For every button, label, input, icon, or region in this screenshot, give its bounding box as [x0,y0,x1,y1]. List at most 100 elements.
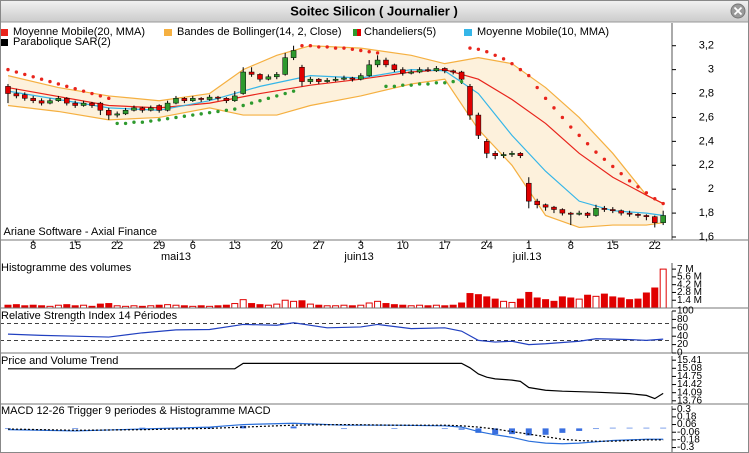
sar-dot [409,83,413,87]
y-tick-label: -0.18 [677,435,700,446]
y-tick-label: 14.42 [677,379,702,390]
sar-dot [459,79,464,84]
volume-bar [273,303,281,309]
candle-body [500,154,507,156]
macd-histogram-bar [576,428,583,431]
sar-dot [451,79,455,84]
macd-histogram-bar [660,427,667,429]
sar-dot [384,84,388,89]
candle-body [274,74,280,78]
sar-dot [14,70,19,74]
candle-body [425,69,431,72]
y-tick-label: 7 M [677,264,694,275]
legend-label: Parabolique SAR(2) [13,36,111,48]
volume-bar [491,298,499,309]
volume-bar [474,294,482,309]
volume-bar [642,292,650,309]
y-tick-label: 0.3 [677,404,691,415]
sar-dot [233,107,237,111]
candle-body [391,64,398,70]
candle-body [290,50,297,58]
volume-bar [382,303,390,309]
close-button[interactable] [730,3,746,19]
sar-dot [342,46,346,50]
x-tick-label: 27 [313,240,325,252]
y-tick-label: 2,8 [699,87,714,99]
sar-dot [627,179,632,183]
sar-dot [359,48,363,53]
volume-bar [466,293,474,309]
y-tick-label: 1,6 [699,231,714,243]
sar-dot [283,91,287,96]
candle-body [492,153,498,156]
macd-histogram-bar [290,426,297,429]
x-tick-label: 6 [190,240,196,252]
y-tick-label: 2,6 [699,111,714,123]
y-tick-label: 3 [708,64,714,76]
x-tick-label: 10 [397,240,409,252]
macd-histogram-bar [592,428,599,430]
y-tick-label: -0.3 [677,442,695,453]
volume-bar [458,302,466,309]
y-tick-label: 0.18 [677,412,697,423]
sar-dot [132,120,136,124]
volume-bar [550,300,558,309]
candle-body [64,98,70,104]
candle-body [475,114,482,136]
sar-dot [81,89,86,93]
candle-body [408,71,414,74]
sar-dot [375,51,380,55]
panel-title: MACD 12-26 Trigger 9 periodes & Histogra… [1,405,271,417]
volume-bar [617,297,625,309]
sar-dot [560,115,565,120]
candle-body [22,94,28,99]
macd-histogram-bar [559,428,566,433]
indicator-line [7,423,664,442]
sar-dot [258,99,262,103]
candle-body [97,102,104,111]
sar-dot [501,57,506,61]
candle-body [551,206,557,210]
sar-dot [535,85,539,90]
legend-label: Chandeliers(5) [364,26,436,38]
x-tick-label: 29 [153,240,165,252]
candle-body [257,74,263,80]
sar-dot [401,83,405,87]
candle-body [559,209,566,214]
sar-dot [115,121,119,126]
y-tick-label: 15.08 [677,363,702,374]
volume-bar [96,303,104,309]
volume-bar [600,293,608,309]
candle-body [139,107,146,111]
x-tick-label: 1 [526,240,532,252]
candle-body [122,110,129,115]
macd-histogram-bar [542,428,549,435]
sar-dot [661,201,665,206]
macd-histogram-bar [4,428,11,430]
panel-frame [0,356,749,404]
candle-body [173,98,179,104]
sar-dot [157,118,161,122]
candle-body [131,107,137,111]
sar-dot [241,103,245,108]
candle-body [55,98,62,101]
legend-swatch [464,29,472,36]
y-tick-label: 2.8 M [677,287,702,298]
sar-dot [39,77,44,81]
sar-dot [636,185,640,189]
candle-body [526,182,532,202]
volume-bar [483,296,491,309]
sar-dot [199,112,203,116]
y-tick-label: 1,8 [699,207,714,219]
macd-histogram-bar [72,428,79,430]
sar-dot [308,44,313,48]
candle-body [618,210,624,214]
candle-body [626,212,633,215]
candle-body [240,71,246,94]
candle-body [198,98,204,100]
sar-dot [98,94,103,98]
candle-body [332,78,339,81]
sar-dot [23,72,27,77]
macd-histogram-bar [626,427,633,429]
sar-dot [249,101,254,105]
